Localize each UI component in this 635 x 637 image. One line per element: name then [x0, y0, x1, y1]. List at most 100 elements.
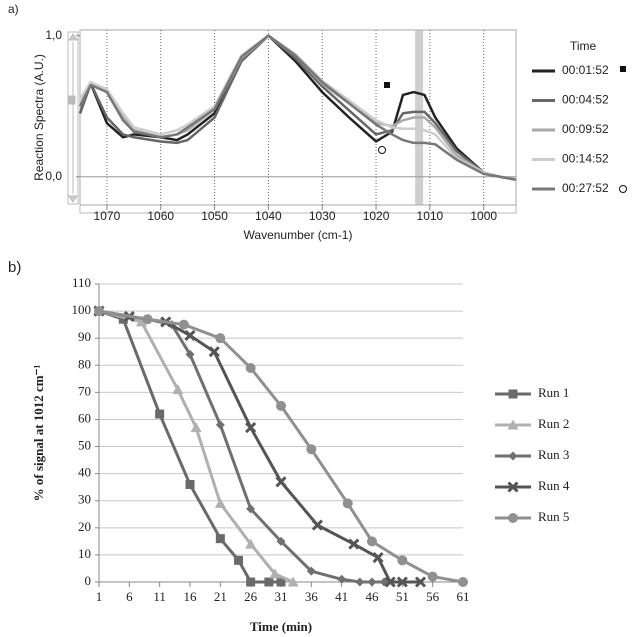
marker	[185, 479, 195, 489]
y-tick-label: 0,0	[45, 169, 62, 183]
series-line	[78, 34, 517, 181]
marker	[306, 444, 317, 455]
x-tick-label: 61	[457, 589, 470, 604]
panel-label: a)	[8, 2, 19, 16]
marker	[215, 534, 225, 544]
x-tick-label: 1040	[255, 209, 282, 223]
marker	[172, 384, 184, 395]
marker	[397, 555, 408, 566]
marker	[245, 362, 256, 373]
marker	[311, 519, 323, 531]
x-tick-label: 1070	[94, 209, 121, 223]
series-line	[78, 34, 517, 181]
legend-label: Run 2	[538, 416, 569, 431]
y-tick-label: 110	[72, 275, 91, 290]
x-tick-label: 1060	[147, 209, 174, 223]
marker	[287, 576, 299, 587]
marker	[337, 574, 347, 584]
marker	[348, 538, 360, 550]
legend-label: 00:14:52	[562, 152, 609, 166]
marker	[215, 333, 226, 344]
marker	[264, 577, 274, 587]
x-tick-label: 1030	[309, 209, 336, 223]
y-tick-label: 50	[78, 438, 91, 453]
marker	[234, 555, 244, 565]
x-tick-label: 41	[335, 589, 348, 604]
marker	[276, 400, 286, 411]
y-axis-label: Reaction Spectra (A.U.)	[32, 54, 46, 181]
marker	[94, 306, 104, 317]
x-tick-label: 11	[153, 589, 166, 604]
y-tick-label: 90	[78, 329, 91, 344]
marker	[507, 419, 519, 430]
x-tick-label: 46	[366, 589, 380, 604]
h-scrollbar	[79, 204, 517, 214]
legend-label: 00:09:52	[562, 122, 609, 136]
marker	[508, 389, 518, 399]
y-tick-label: 100	[72, 302, 92, 317]
marker	[215, 420, 225, 430]
marker	[427, 571, 438, 582]
marker	[414, 576, 427, 588]
marker	[245, 422, 257, 434]
y-tick-label: 70	[78, 383, 91, 398]
marker	[306, 566, 316, 576]
y-tick-label: 1,0	[45, 28, 62, 42]
y-tick-label: 80	[78, 356, 91, 371]
plot-circle-symbol	[378, 146, 386, 154]
marker	[508, 513, 518, 523]
y-tick-label: 0	[85, 573, 92, 588]
scroll-thumb	[68, 95, 76, 105]
marker	[214, 497, 226, 508]
x-tick-label: 21	[214, 589, 227, 604]
legend-label: Run 5	[538, 509, 569, 524]
x-axis-label: Time (min)	[250, 619, 312, 634]
marker	[135, 316, 147, 327]
marker	[276, 577, 286, 587]
marker	[355, 577, 365, 587]
x-tick-label: 1	[96, 589, 103, 604]
x-tick-label: 1020	[363, 209, 390, 223]
marker	[142, 314, 153, 325]
marker	[276, 536, 286, 546]
series-line	[78, 34, 517, 181]
y-axis-label: % of signal at 1012 cm⁻¹	[31, 365, 46, 502]
panel-label: b)	[8, 259, 21, 276]
marker	[184, 329, 196, 342]
x-tick-label: 51	[396, 589, 409, 604]
marker	[208, 346, 220, 358]
marker	[190, 422, 202, 433]
series-line	[98, 309, 294, 584]
x-tick-label: 1010	[417, 209, 444, 223]
marker	[246, 577, 256, 587]
marker	[245, 538, 257, 549]
legend-square-symbol	[620, 66, 626, 72]
legend-label: Run 3	[538, 447, 569, 462]
legend-circle-symbol	[619, 185, 627, 193]
y-tick-label: 30	[78, 492, 91, 507]
marker	[178, 319, 189, 330]
panel: a) 0,0 1,0 1070 1060 1050 1040 1030 1020 1010 1000…	[8, 2, 609, 242]
x-tick-label: 1000	[470, 209, 497, 223]
marker	[372, 552, 384, 564]
y-tick-label: 60	[78, 410, 91, 425]
x-tick-label: 36	[305, 589, 319, 604]
marker	[185, 349, 195, 359]
marker	[246, 504, 256, 514]
y-tick-label: 20	[78, 519, 91, 534]
marker	[367, 577, 377, 587]
legend-label: 00:27:52	[562, 181, 609, 195]
scroll-arrows	[68, 33, 78, 203]
marker	[275, 476, 287, 488]
marker	[155, 409, 165, 419]
x-tick-label: 16	[184, 589, 198, 604]
marker	[269, 568, 281, 579]
series-line	[98, 309, 464, 584]
marker	[342, 498, 353, 509]
x-tick-label: 1050	[201, 209, 228, 223]
marker	[396, 576, 408, 588]
x-tick-label: 6	[126, 589, 133, 604]
